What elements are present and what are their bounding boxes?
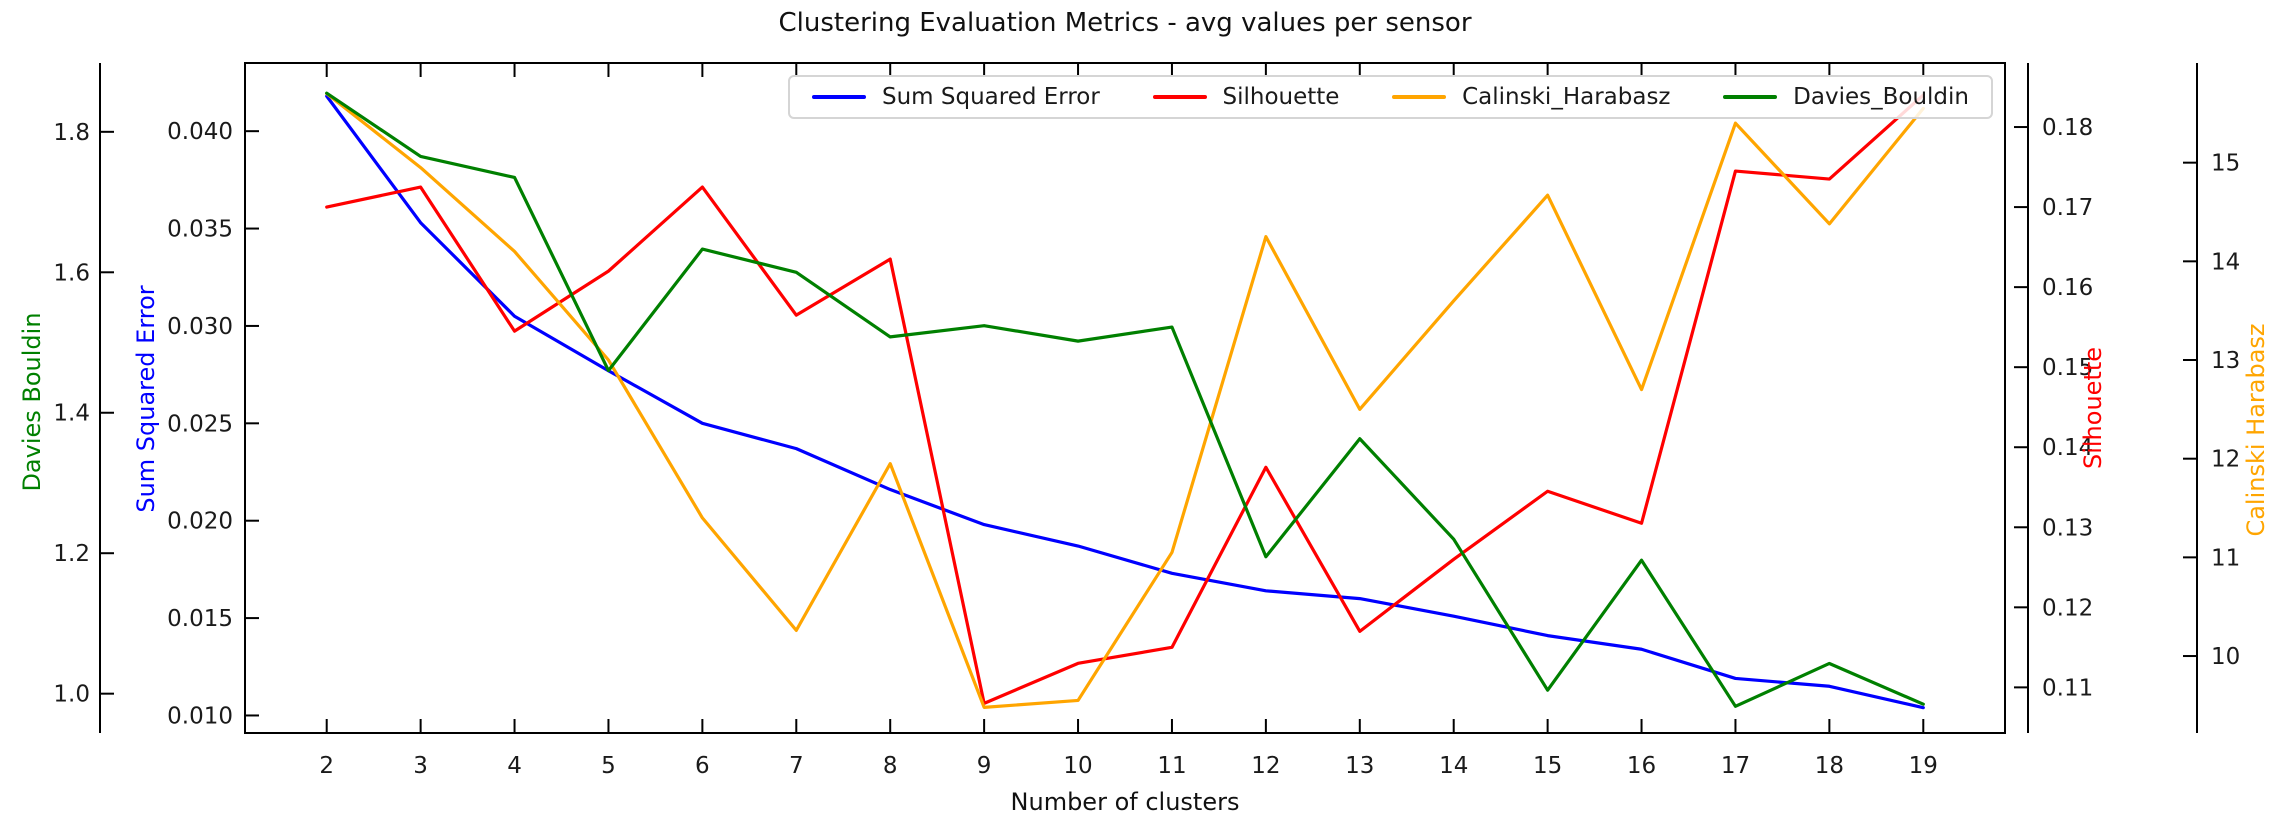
davies-tick-label: 1.2 — [53, 541, 90, 567]
legend-swatch-blue-line-icon — [812, 95, 866, 99]
x-tick-label: 14 — [1439, 753, 1468, 779]
x-tick-label: 9 — [977, 753, 992, 779]
series-line-calinski-harabasz — [325, 91, 1925, 709]
silhouette-tick-label: 0.11 — [2042, 675, 2093, 701]
x-tick-label: 4 — [507, 753, 522, 779]
davies-tick-label: 1.8 — [53, 120, 90, 146]
x-tick-label: 2 — [319, 753, 334, 779]
legend-item-silhouette: Silhouette — [1152, 84, 1340, 110]
x-tick-label: 10 — [1063, 753, 1092, 779]
davies-tick-label: 1.4 — [53, 401, 90, 427]
sse-tick-label: 0.010 — [167, 703, 233, 729]
series-line-sum-squared-error — [325, 94, 1925, 710]
sse-tick-label: 0.025 — [167, 411, 233, 437]
calinski-harabasz-axis-label: Calinski Harabasz — [2242, 323, 2270, 537]
x-tick-label: 5 — [601, 753, 616, 779]
plot-border — [244, 62, 2006, 734]
silhouette-tick-label: 0.12 — [2042, 595, 2093, 621]
sse-tick-label: 0.020 — [167, 509, 233, 535]
legend-swatch-red-line-icon — [1152, 95, 1207, 99]
sse-tick-label: 0.035 — [167, 217, 233, 243]
x-tick-label: 19 — [1909, 753, 1938, 779]
silhouette-tick-label: 0.14 — [2042, 435, 2093, 461]
legend-label: Sum Squared Error — [882, 84, 1100, 110]
x-axis-label: Number of clusters — [1010, 788, 1240, 816]
legend-swatch-green-line-icon — [1723, 95, 1778, 99]
x-tick-label: 11 — [1157, 753, 1186, 779]
series-line-silhouette — [325, 93, 1925, 705]
legend-item-calinski-harabasz: Calinski_Harabasz — [1392, 84, 1671, 110]
legend-label: Silhouette — [1222, 84, 1340, 110]
legend-swatch-orange-line-icon — [1392, 95, 1447, 99]
legend-label: Davies_Bouldin — [1793, 84, 1969, 110]
silhouette-tick-label: 0.17 — [2042, 195, 2093, 221]
x-tick-label: 15 — [1533, 753, 1562, 779]
sse-tick-label: 0.030 — [167, 314, 233, 340]
x-tick-label: 16 — [1627, 753, 1656, 779]
davies-bouldin-axis-label: Davies Bouldin — [18, 312, 46, 492]
silhouette-axis-label: Silhouette — [2079, 346, 2107, 470]
x-tick-label: 13 — [1345, 753, 1374, 779]
x-tick-label: 17 — [1721, 753, 1750, 779]
davies-tick-label: 1.0 — [53, 682, 90, 708]
legend-label: Calinski_Harabasz — [1462, 84, 1671, 110]
calinski-tick-label: 14 — [2211, 249, 2240, 275]
x-tick-label: 3 — [413, 753, 428, 779]
legend-item-davies-bouldin: Davies_Bouldin — [1723, 84, 1969, 110]
calinski-tick-label: 13 — [2211, 348, 2240, 374]
calinski-tick-label: 10 — [2211, 644, 2240, 670]
silhouette-tick-label: 0.16 — [2042, 275, 2093, 301]
sse-tick-label: 0.015 — [167, 606, 233, 632]
x-tick-label: 18 — [1815, 753, 1844, 779]
silhouette-tick-label: 0.15 — [2042, 355, 2093, 381]
davies-tick-label: 1.6 — [53, 260, 90, 286]
x-tick-label: 7 — [789, 753, 804, 779]
calinski-tick-label: 11 — [2211, 545, 2240, 571]
silhouette-tick-label: 0.18 — [2042, 115, 2093, 141]
series-line-davies-bouldin — [325, 91, 1925, 708]
x-tick-label: 6 — [695, 753, 710, 779]
legend-item-sum-squared-error: Sum Squared Error — [812, 84, 1100, 110]
chart-title: Clustering Evaluation Metrics - avg valu… — [778, 8, 1472, 38]
x-tick-label: 8 — [883, 753, 898, 779]
legend: Sum Squared Error Silhouette Calinski_Ha… — [788, 75, 1993, 119]
sse-tick-label: 0.040 — [167, 119, 233, 145]
x-tick-label: 12 — [1251, 753, 1280, 779]
sum-squared-error-axis-label: Sum Squared Error — [132, 285, 160, 513]
calinski-tick-label: 12 — [2211, 447, 2240, 473]
calinski-tick-label: 15 — [2211, 151, 2240, 177]
silhouette-tick-label: 0.13 — [2042, 515, 2093, 541]
